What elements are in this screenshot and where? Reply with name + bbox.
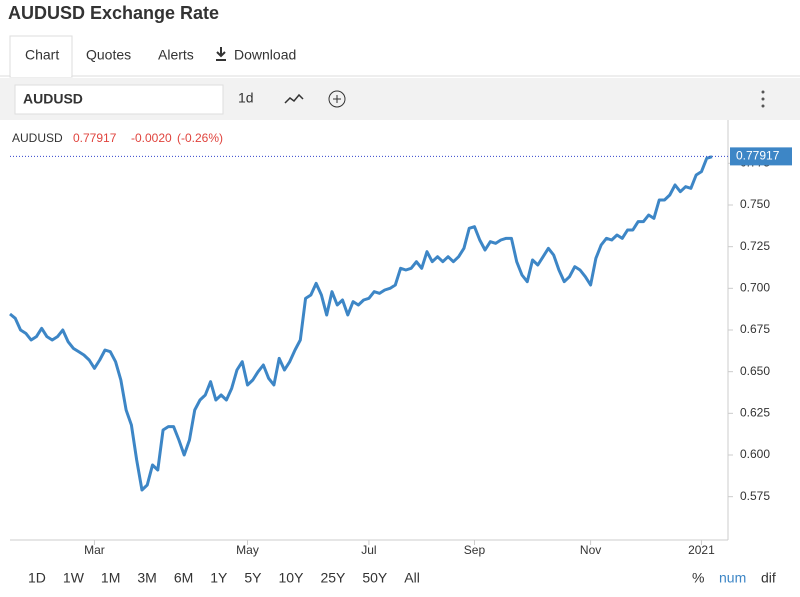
mode-button[interactable]: %	[692, 570, 704, 586]
tab[interactable]: Alerts	[158, 47, 194, 63]
symbol-input[interactable]	[14, 84, 224, 115]
y-tick-label: 0.725	[740, 239, 770, 253]
add-icon[interactable]	[328, 90, 346, 108]
range-button[interactable]: 1M	[101, 570, 120, 586]
range-button[interactable]: 10Y	[279, 570, 305, 586]
quote-price: 0.77917	[73, 131, 117, 145]
y-tick-label: 0.750	[740, 197, 770, 211]
interval[interactable]: 1d	[238, 90, 254, 106]
x-tick-label: Jul	[361, 543, 376, 557]
y-tick-label: 0.600	[740, 447, 770, 461]
range-button[interactable]: 1W	[63, 570, 85, 586]
add-icon-plus	[333, 95, 341, 103]
mode-button[interactable]: num	[719, 570, 746, 586]
title: AUDUSD Exchange Rate	[8, 3, 219, 23]
range-button[interactable]: 50Y	[362, 570, 388, 586]
y-tick-label: 0.575	[740, 489, 770, 503]
y-tick-label: 0.675	[740, 322, 770, 336]
y-tick-label: 0.650	[740, 364, 770, 378]
range-button[interactable]: 1D	[28, 570, 46, 586]
x-tick-label: Nov	[580, 543, 601, 557]
quote-change-pct: (-0.26%)	[177, 131, 223, 145]
range-button[interactable]: 3M	[137, 570, 156, 586]
menu-icon[interactable]	[761, 90, 765, 108]
download-icon	[216, 47, 226, 61]
mode-button[interactable]: dif	[761, 570, 776, 586]
price-line	[9, 155, 713, 492]
quote-change: -0.0020	[131, 131, 172, 145]
tab[interactable]: Quotes	[86, 47, 131, 63]
symbol: AUDUSD	[23, 91, 83, 107]
x-tick-label: May	[236, 543, 259, 557]
tab[interactable]: Chart	[25, 47, 59, 63]
chart-type-icon[interactable]	[284, 93, 304, 104]
y-tick-label: 0.700	[740, 281, 770, 295]
range-button[interactable]: 5Y	[244, 570, 262, 586]
range-button[interactable]: 25Y	[320, 570, 346, 586]
range-button[interactable]: 6M	[174, 570, 193, 586]
range-button[interactable]: 1Y	[210, 570, 228, 586]
x-tick-label: Sep	[464, 543, 486, 557]
x-tick-label: Mar	[84, 543, 105, 557]
tab[interactable]: Download	[234, 47, 296, 63]
range-button[interactable]: All	[404, 570, 420, 586]
x-tick-label: 2021	[688, 543, 715, 557]
last-price-badge	[730, 147, 792, 166]
quote-symbol: AUDUSD	[12, 131, 63, 145]
y-tick-label: 0.625	[740, 406, 770, 420]
last-price-label: 0.77917	[736, 149, 780, 163]
